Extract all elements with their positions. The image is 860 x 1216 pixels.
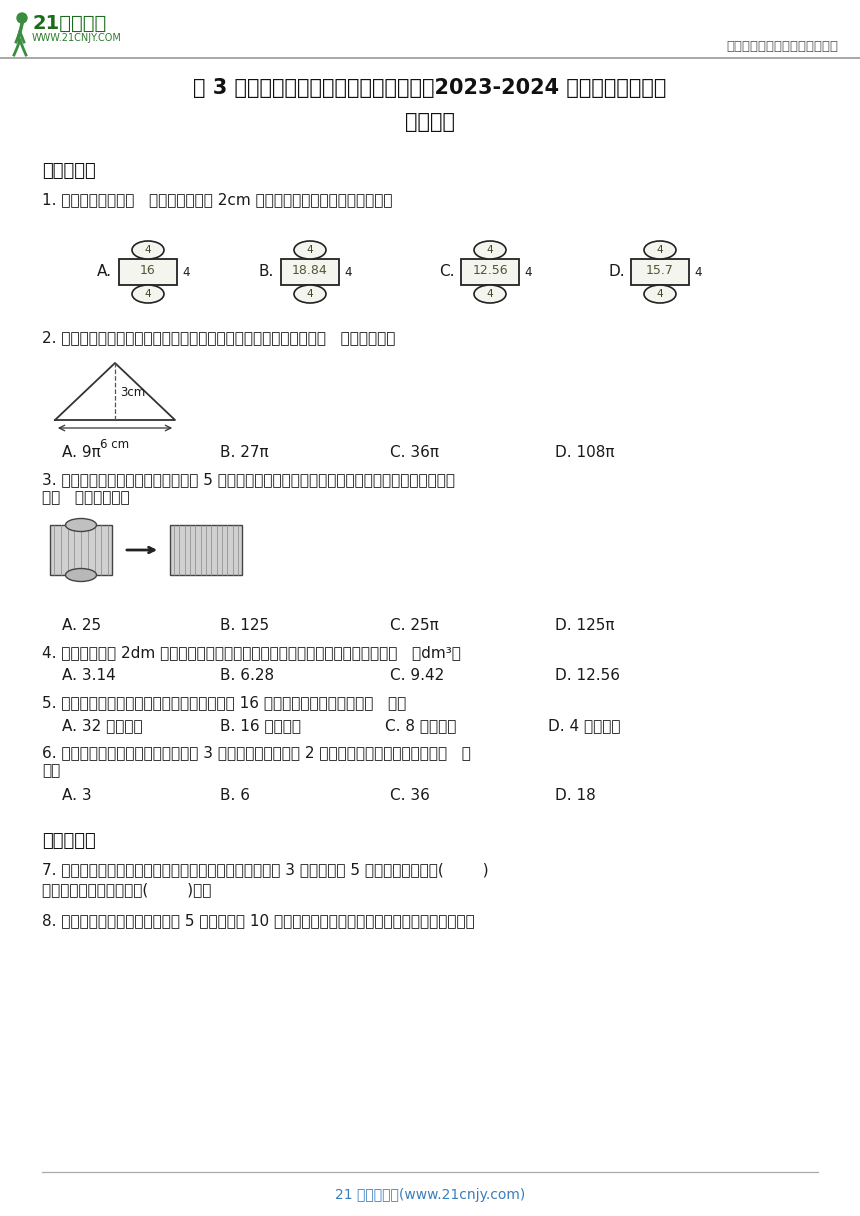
Text: 5. 一个圆锥和与它等底等高的圆柱的体积相差 16 立方厘米，圆锥的体积是（   ）。: 5. 一个圆锥和与它等底等高的圆柱的体积相差 16 立方厘米，圆锥的体积是（ ）… xyxy=(42,696,406,710)
Bar xyxy=(461,259,519,285)
Text: 4: 4 xyxy=(657,244,663,255)
Text: 1. 下面各图中，图（   ）是底面半径为 2cm 的圆柱的展开图。（单位：厘米）: 1. 下面各图中，图（ ）是底面半径为 2cm 的圆柱的展开图。（单位：厘米） xyxy=(42,192,392,207)
Text: A. 3.14: A. 3.14 xyxy=(62,668,116,683)
Text: 倍。: 倍。 xyxy=(42,762,60,778)
Text: D. 125π: D. 125π xyxy=(555,618,615,634)
Bar xyxy=(50,525,112,575)
Text: B. 125: B. 125 xyxy=(220,618,269,634)
Bar xyxy=(170,525,242,575)
Ellipse shape xyxy=(474,285,506,303)
Bar xyxy=(119,259,177,285)
Text: 3cm: 3cm xyxy=(120,385,145,399)
Text: C. 36: C. 36 xyxy=(390,788,430,803)
Text: A. 25: A. 25 xyxy=(62,618,101,634)
Text: 一、选择题: 一、选择题 xyxy=(42,162,95,180)
Text: B. 27π: B. 27π xyxy=(220,445,268,460)
Text: 平方分米，最多可装汽油(        )升。: 平方分米，最多可装汽油( )升。 xyxy=(42,882,212,897)
Text: 2. 如图，以等腰三角形的对称轴为轴旋转一周，形成的圆锥体积是（   ）立方厘米。: 2. 如图，以等腰三角形的对称轴为轴旋转一周，形成的圆锥体积是（ ）立方厘米。 xyxy=(42,330,396,345)
Text: 4: 4 xyxy=(144,244,151,255)
Text: B. 6: B. 6 xyxy=(220,788,250,803)
Text: A. 9π: A. 9π xyxy=(62,445,101,460)
Text: 6 cm: 6 cm xyxy=(101,438,130,451)
Text: 15.7: 15.7 xyxy=(646,265,674,277)
Text: 6. 一个圆柱的底面半径扩大到原来的 3 倍，高扩大到原来的 2 倍，它的体积就扩大到原来的（   ）: 6. 一个圆柱的底面半径扩大到原来的 3 倍，高扩大到原来的 2 倍，它的体积就… xyxy=(42,745,471,760)
Text: C. 9.42: C. 9.42 xyxy=(390,668,445,683)
Text: B. 6.28: B. 6.28 xyxy=(220,668,274,683)
Text: 7. 做一个圆柱形汽油桶（接口处不计），它的底面半径是 3 分米，高是 5 分米，至少用铁皮(        ): 7. 做一个圆柱形汽油桶（接口处不计），它的底面半径是 3 分米，高是 5 分米… xyxy=(42,862,488,877)
Text: A.: A. xyxy=(97,265,112,280)
Text: WWW.21CNJY.COM: WWW.21CNJY.COM xyxy=(32,33,122,43)
Ellipse shape xyxy=(65,569,96,581)
Text: 4: 4 xyxy=(344,265,352,278)
Text: 8. 如图，已知圆柱的底面半径是 5 厘米，高是 10 厘米，求这个圆柱的体积。小红没用体积公式直接: 8. 如图，已知圆柱的底面半径是 5 厘米，高是 10 厘米，求这个圆柱的体积。… xyxy=(42,913,475,928)
Text: 21 世纪教育网(www.21cnjy.com): 21 世纪教育网(www.21cnjy.com) xyxy=(335,1188,525,1201)
Text: 4: 4 xyxy=(307,244,313,255)
Ellipse shape xyxy=(65,518,96,531)
Ellipse shape xyxy=(294,241,326,259)
Text: 4: 4 xyxy=(144,289,151,299)
Text: 21世纪教育: 21世纪教育 xyxy=(32,15,107,33)
Ellipse shape xyxy=(132,241,164,259)
Text: 加（   ）平方厘米。: 加（ ）平方厘米。 xyxy=(42,490,130,505)
Text: 3. 如图，圆柱从正面看，是一个边长 5 厘米的正方形，将这个圆柱切拼成一个长方体后，表面积增: 3. 如图，圆柱从正面看，是一个边长 5 厘米的正方形，将这个圆柱切拼成一个长方… xyxy=(42,472,455,486)
Ellipse shape xyxy=(17,13,27,23)
Text: 册人教版: 册人教版 xyxy=(405,112,455,133)
Text: C. 36π: C. 36π xyxy=(390,445,439,460)
Text: D. 108π: D. 108π xyxy=(555,445,615,460)
Ellipse shape xyxy=(132,285,164,303)
Bar xyxy=(281,259,339,285)
Text: 二、填空题: 二、填空题 xyxy=(42,832,95,850)
Text: 4: 4 xyxy=(307,289,313,299)
Text: A. 3: A. 3 xyxy=(62,788,92,803)
Text: 第 3 单元圆柱与圆锥必考卷（单元测试）2023-2024 学年数学六年级下: 第 3 单元圆柱与圆锥必考卷（单元测试）2023-2024 学年数学六年级下 xyxy=(194,78,666,98)
Ellipse shape xyxy=(644,285,676,303)
Text: 12.56: 12.56 xyxy=(472,265,507,277)
Text: 18.84: 18.84 xyxy=(292,265,328,277)
Text: 4: 4 xyxy=(182,265,189,278)
Ellipse shape xyxy=(474,241,506,259)
Text: 16: 16 xyxy=(140,265,156,277)
Text: C. 8 立方厘米: C. 8 立方厘米 xyxy=(385,717,457,733)
Text: D. 18: D. 18 xyxy=(555,788,596,803)
Text: D.: D. xyxy=(609,265,625,280)
Bar xyxy=(631,259,689,285)
Text: 中小学教育资源及组卷应用平台: 中小学教育资源及组卷应用平台 xyxy=(726,40,838,54)
Text: D. 12.56: D. 12.56 xyxy=(555,668,620,683)
Text: 4: 4 xyxy=(487,244,494,255)
Text: 4: 4 xyxy=(487,289,494,299)
Text: 4. 把一个棱长为 2dm 的正方体木料加工成一个最大的圆柱，这个圆柱的体积是（   ）dm³。: 4. 把一个棱长为 2dm 的正方体木料加工成一个最大的圆柱，这个圆柱的体积是（… xyxy=(42,644,461,660)
Ellipse shape xyxy=(644,241,676,259)
Text: 4: 4 xyxy=(657,289,663,299)
Text: 4: 4 xyxy=(694,265,702,278)
Ellipse shape xyxy=(294,285,326,303)
Text: C. 25π: C. 25π xyxy=(390,618,439,634)
Text: D. 4 立方厘米: D. 4 立方厘米 xyxy=(548,717,621,733)
Text: B.: B. xyxy=(259,265,274,280)
Text: C.: C. xyxy=(439,265,454,280)
Text: B. 16 立方厘米: B. 16 立方厘米 xyxy=(220,717,301,733)
Text: A. 32 立方厘米: A. 32 立方厘米 xyxy=(62,717,143,733)
Text: 4: 4 xyxy=(524,265,531,278)
